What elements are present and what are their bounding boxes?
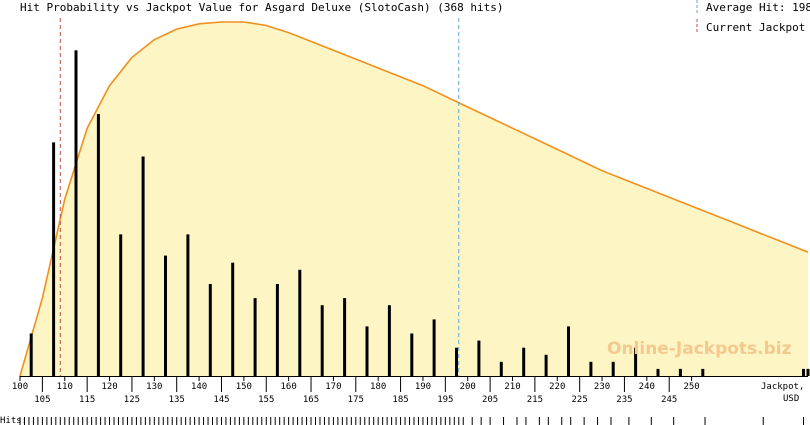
hits-label: Hits: xyxy=(0,416,27,425)
hit-bar xyxy=(164,255,167,376)
hit-bar xyxy=(656,368,660,376)
x-tick-label: 250 xyxy=(683,382,699,392)
x-tick-label: 155 xyxy=(258,395,274,405)
x-tick-label: 205 xyxy=(482,395,498,405)
x-tick-label: 115 xyxy=(79,395,95,405)
x-tick-label: 195 xyxy=(437,395,453,405)
hit-bar xyxy=(208,284,212,376)
hit-bar xyxy=(231,262,235,376)
x-tick-label: 120 xyxy=(101,382,117,392)
x-tick-label: 140 xyxy=(191,382,207,392)
probability-area xyxy=(20,22,808,376)
watermark: Online-Jackpots.biz xyxy=(607,339,792,359)
x-tick-label: 220 xyxy=(549,382,565,392)
x-tick-label: 190 xyxy=(415,382,431,392)
hit-bar xyxy=(141,156,145,376)
plot-area xyxy=(19,18,810,377)
hit-bar xyxy=(410,333,414,376)
hit-bar xyxy=(275,284,279,376)
x-axis-label-line1: Jackpot, xyxy=(761,382,804,392)
probability-curve xyxy=(19,21,809,377)
x-tick-label: 165 xyxy=(303,395,319,405)
hit-bar xyxy=(477,340,481,376)
x-tick-label: 125 xyxy=(124,395,140,405)
x-tick-label: 200 xyxy=(460,382,476,392)
x-tick-label: 245 xyxy=(661,395,677,405)
hit-bar xyxy=(186,234,190,376)
x-tick-label: 170 xyxy=(325,382,341,392)
x-tick-label: 100 xyxy=(12,382,28,392)
hit-bar xyxy=(365,326,369,376)
x-tick-label: 110 xyxy=(57,382,73,392)
hit-bar xyxy=(589,361,593,376)
hit-bar xyxy=(544,354,548,376)
hit-bar xyxy=(96,114,100,376)
x-tick-label: 240 xyxy=(639,382,655,392)
x-tick-label: 215 xyxy=(527,395,543,405)
x-tick-label: 235 xyxy=(616,395,632,405)
legend-average-label: Average Hit: 198 xyxy=(706,1,810,14)
x-tick-label: 150 xyxy=(236,382,252,392)
legend-current-label: Current Jackpot xyxy=(706,21,805,34)
hit-bar xyxy=(74,50,78,377)
legend: Average Hit: 198 Current Jackpot xyxy=(696,0,810,34)
hit-bar xyxy=(119,234,123,376)
hit-bar xyxy=(29,333,33,376)
x-tick-label: 135 xyxy=(169,395,185,405)
x-tick-label: 225 xyxy=(572,395,588,405)
x-tick-label: 145 xyxy=(213,395,229,405)
x-axis-label-line2: USD xyxy=(783,394,799,404)
x-tick-label: 180 xyxy=(370,382,386,392)
x-tick-label: 130 xyxy=(146,382,162,392)
hit-bar xyxy=(522,347,526,376)
hit-bar xyxy=(567,326,570,376)
hit-bar xyxy=(432,319,436,376)
chart-title: Hit Probability vs Jackpot Value for Asg… xyxy=(20,1,503,14)
hit-bar xyxy=(611,361,615,376)
x-tick-label: 160 xyxy=(281,382,297,392)
x-tick-label: 210 xyxy=(504,382,520,392)
x-tick-label: 105 xyxy=(34,395,50,405)
hit-bar xyxy=(634,347,638,376)
hit-bar xyxy=(678,368,682,376)
hit-bar xyxy=(499,361,503,376)
x-axis: 100 110 120 130 140 150 160 170 180 190 200 210 220 2… xyxy=(12,376,808,405)
hits-strip xyxy=(19,417,805,425)
hit-bar xyxy=(455,347,458,376)
x-tick-label: 230 xyxy=(594,382,610,392)
x-tick-label: 175 xyxy=(348,395,364,405)
hit-bar xyxy=(343,298,347,376)
hit-bar xyxy=(806,368,810,376)
hit-bar xyxy=(320,305,324,376)
hit-bar xyxy=(701,368,705,376)
hit-bar xyxy=(802,368,805,376)
hit-bar xyxy=(52,142,56,376)
hit-bar xyxy=(253,298,257,376)
hit-bar xyxy=(387,305,391,376)
x-tick-label: 185 xyxy=(392,395,408,405)
hit-bar xyxy=(298,269,302,376)
